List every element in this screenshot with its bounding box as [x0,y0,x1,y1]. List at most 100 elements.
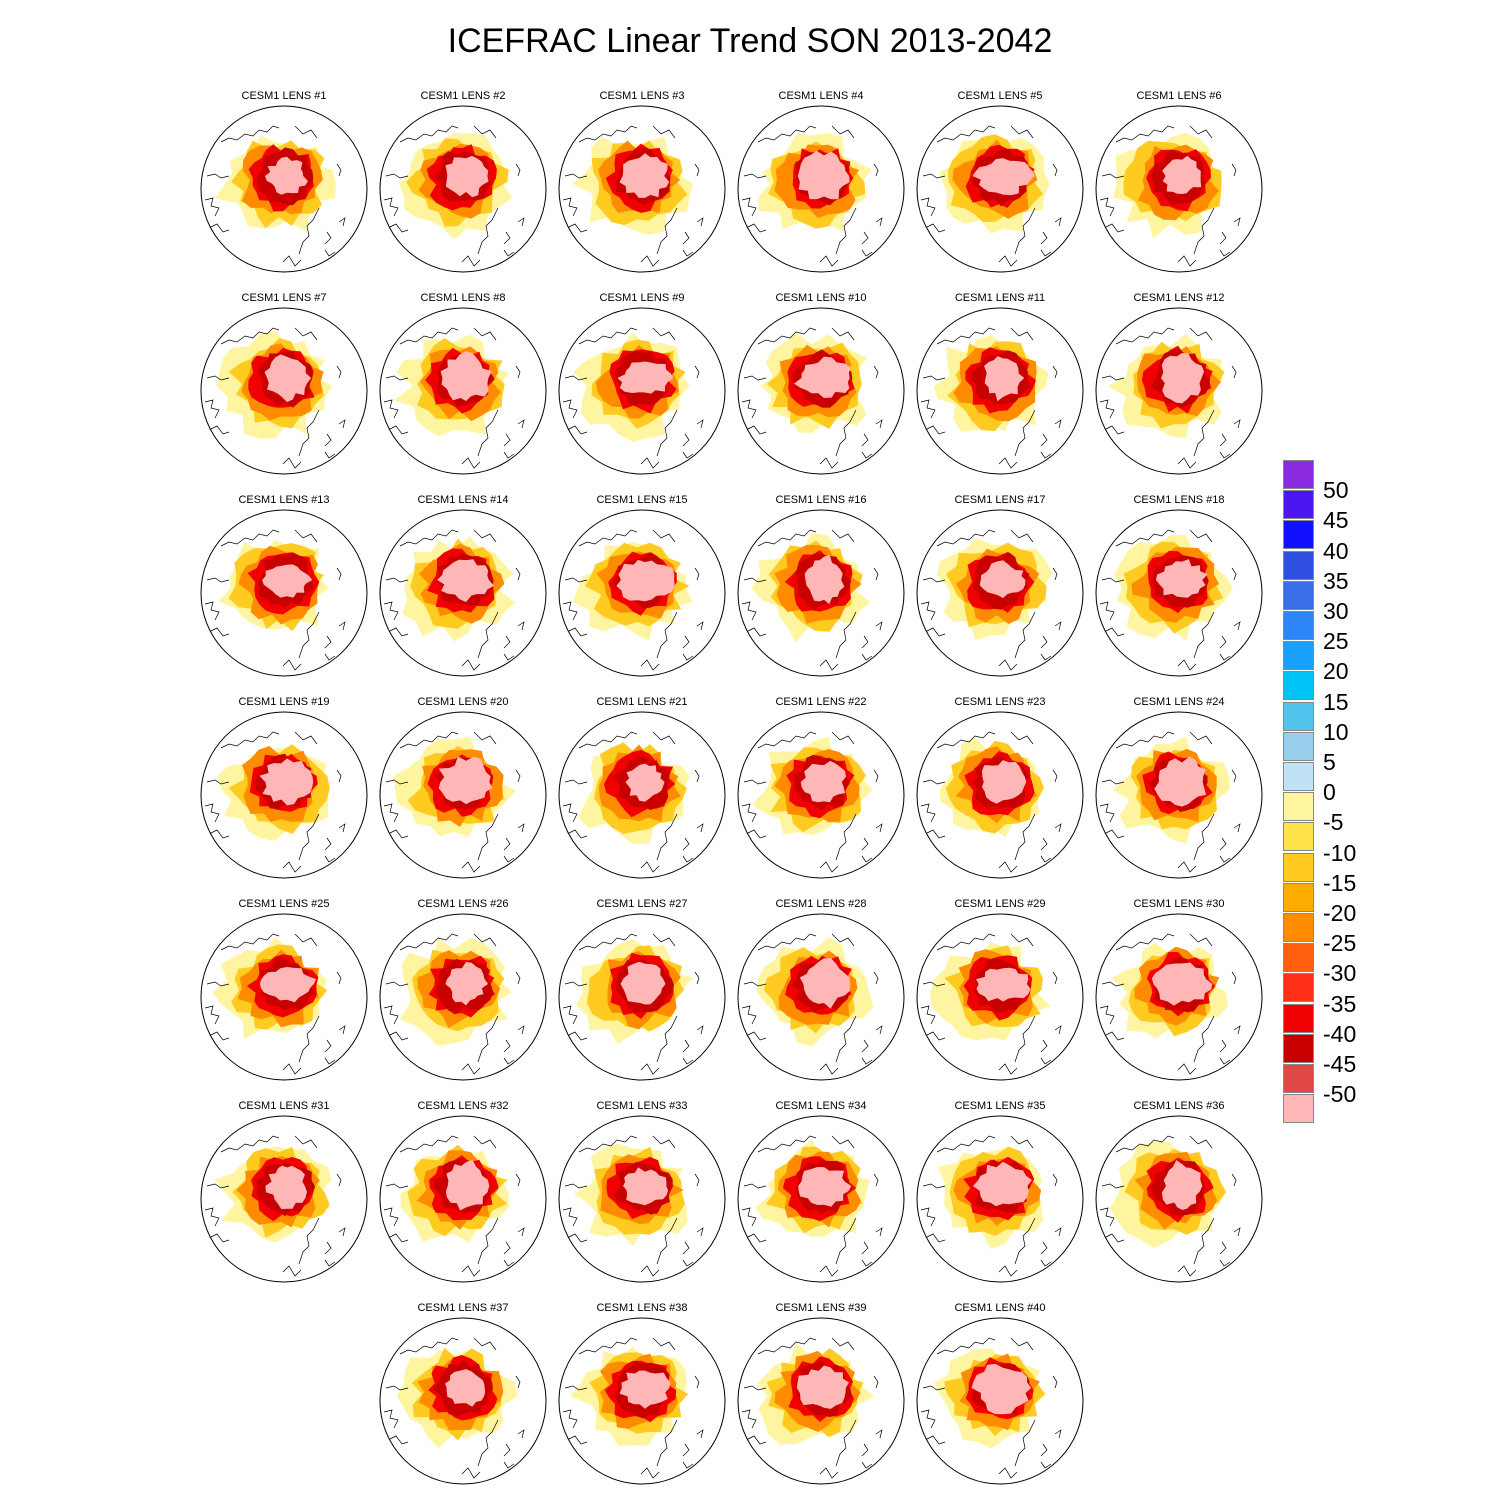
coastline [936,1337,996,1355]
coastline [1193,1217,1215,1265]
coastline [873,1375,879,1389]
panel-title: CESM1 LENS #25 [238,898,330,910]
coastline [1040,249,1052,257]
map-border [379,307,547,475]
coastline [831,1337,855,1351]
coastline [861,1443,869,1457]
coastline [477,1419,499,1467]
coastline [399,529,459,547]
coastline [566,223,588,233]
trend-band-minus50 [797,150,850,200]
coastline [1054,1429,1062,1439]
coastline [515,163,521,177]
coastline [566,1435,588,1445]
colorbar-swatch [1283,1003,1314,1033]
coastline [517,621,525,631]
coastline [861,653,873,661]
coastline [517,217,525,227]
map-border [1095,913,1263,1081]
polar-map [916,913,1084,1081]
coastline [461,861,481,873]
colorbar-swatch [1283,490,1314,520]
coastline [920,1207,936,1227]
coastline [208,1233,230,1243]
coastline [564,779,588,785]
coastline [336,163,342,177]
coastline [503,231,511,245]
coastline [1014,409,1036,457]
coastline [503,855,515,863]
coastline [920,601,936,621]
coastline [757,529,817,547]
coastline [1052,1173,1058,1187]
coastline [696,217,704,227]
coastline [743,1183,767,1189]
trend-band-minus50 [800,760,846,803]
coastline [1101,375,1125,381]
colorbar-label: 35 [1323,567,1349,594]
polar-map [916,307,1084,475]
coastline [324,837,332,851]
coastline [1103,829,1125,839]
map-border [558,307,726,475]
colorbar-swatch [1283,822,1314,852]
coastline [220,327,280,345]
map-panel: CESM1 LENS #9 [557,292,727,492]
coastline [206,779,230,785]
coastline [1219,451,1231,459]
polar-map [916,105,1084,273]
coastline [517,1227,525,1237]
coastline [652,1337,676,1351]
colorbar-swatch [1283,520,1314,550]
coastline [324,451,336,459]
coastline [696,1025,704,1035]
polar-map [379,105,547,273]
coastline [831,125,855,139]
coastline [562,803,578,823]
coastline [682,653,694,661]
coastline [1099,399,1115,419]
coastline [336,769,342,783]
coastline [640,457,660,469]
panel-title: CESM1 LENS #35 [954,1100,1046,1112]
colorbar-label: -20 [1323,900,1357,926]
coastline [399,1337,459,1355]
coastline [861,433,869,447]
coastline [1219,249,1231,257]
coastline [743,577,767,583]
coastline [473,933,497,947]
trend-band-minus50 [972,1161,1032,1207]
trend-band-minus50 [617,361,674,394]
map-border [737,711,905,879]
coastline [1099,1207,1115,1227]
coastline [385,577,409,583]
coastline [652,933,676,947]
coastline [831,933,855,947]
coastline [503,653,515,661]
map-border [558,711,726,879]
polar-map [737,711,905,879]
coastline [1101,981,1125,987]
coastline [1052,567,1058,581]
coastline [477,409,499,457]
coastline [936,529,996,547]
colorbar-label: 15 [1323,688,1349,715]
coastline [835,207,857,255]
coastline [385,173,409,179]
colorbar-label: 50 [1323,477,1349,504]
coastline [385,1385,409,1391]
coastline [564,375,588,381]
coastline [640,1467,660,1479]
coastline [566,627,588,637]
coastline [819,861,839,873]
coastline [861,249,873,257]
map-panel: CESM1 LENS #18 [1094,494,1264,694]
coastline [682,1443,690,1457]
coastline [861,1057,873,1065]
coastline [578,529,638,547]
coastline [1054,1227,1062,1237]
coastline [1231,971,1237,985]
colorbar-label: -50 [1323,1081,1357,1108]
polar-map [379,1115,547,1283]
coastline [503,1039,511,1053]
